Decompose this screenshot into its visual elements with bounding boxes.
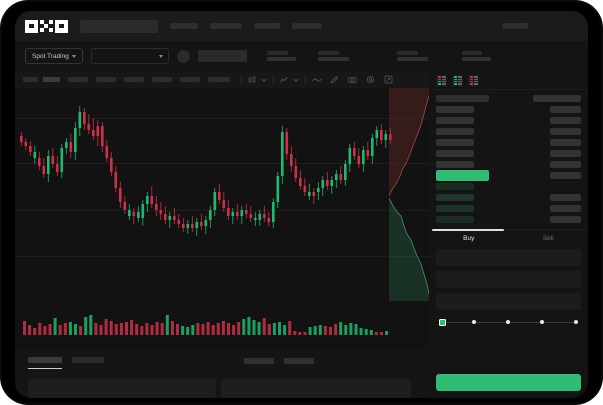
indicators-icon[interactable]: [280, 76, 288, 84]
orderbook-current-price-row: [436, 170, 581, 181]
chevron-down-icon[interactable]: [261, 77, 267, 83]
gear-icon[interactable]: [366, 75, 375, 84]
orderbook-bid-row[interactable]: [436, 214, 581, 225]
okx-logo[interactable]: [25, 19, 68, 33]
spot-trading-dropdown[interactable]: Spot Trading: [25, 48, 83, 64]
place-buy-order-button[interactable]: [436, 374, 581, 391]
orderbook-bid-row[interactable]: [436, 181, 581, 192]
timeframe-1d[interactable]: [124, 77, 144, 82]
orderbook-mode-switcher: [429, 71, 588, 89]
candlestick-icon[interactable]: [248, 76, 256, 84]
orderbook-ask-row[interactable]: [436, 115, 581, 126]
footer-card-2[interactable]: [221, 379, 411, 398]
slider-handle[interactable]: [439, 319, 446, 326]
timeframe-1mo[interactable]: [180, 77, 200, 82]
spot-trading-label: Spot Trading: [32, 52, 69, 60]
volume-chart: [15, 301, 429, 349]
chevron-down-icon: [158, 54, 163, 58]
total-field[interactable]: [436, 293, 581, 310]
orderbook-header-row: [436, 93, 581, 104]
top-navigation-bar: [15, 11, 588, 41]
nav-item-markets[interactable]: [210, 23, 242, 29]
orderbook-mode-both-icon[interactable]: [436, 75, 447, 86]
current-price-badge: [436, 170, 489, 181]
orderbook-ask-row[interactable]: [436, 159, 581, 170]
order-form-tabs: Buy Sell: [429, 229, 588, 246]
tab-sell[interactable]: Sell: [542, 235, 554, 242]
chevron-down-icon: [71, 54, 76, 58]
orderbook-bid-row[interactable]: [436, 203, 581, 214]
stat-turnover: [461, 50, 491, 62]
orderbook-ask-row[interactable]: [436, 148, 581, 159]
footer-card-1[interactable]: [28, 379, 216, 398]
orderbook-mode-asks-icon[interactable]: [468, 75, 479, 86]
gridline: [15, 163, 429, 164]
footer-tab-open-orders[interactable]: [28, 357, 62, 363]
app-screen: Spot Trading: [15, 11, 588, 398]
amount-field[interactable]: [436, 271, 581, 288]
gridline: [15, 256, 429, 257]
search-input[interactable]: [80, 19, 158, 33]
timeframe-1h[interactable]: [68, 77, 88, 82]
orderbook-ask-row[interactable]: [436, 104, 581, 115]
stat-high: [317, 50, 349, 62]
price-field[interactable]: [436, 249, 581, 266]
chart-toolbar: [15, 71, 429, 88]
footer-action-2[interactable]: [284, 358, 314, 364]
timeframe-more[interactable]: [208, 77, 230, 82]
nav-item-earn[interactable]: [254, 23, 280, 29]
price-chart[interactable]: [15, 88, 429, 301]
stat-change: [266, 50, 296, 62]
slider-step-50[interactable]: [506, 320, 510, 324]
stat-volume: [396, 50, 428, 62]
pair-avatar: [176, 49, 190, 63]
amount-percentage-slider[interactable]: [439, 318, 578, 327]
timeframe-4h[interactable]: [96, 77, 116, 82]
pair-price-value: [197, 50, 247, 62]
pencil-icon[interactable]: [330, 75, 339, 84]
nav-item-trade[interactable]: [170, 23, 198, 29]
orderbook-ask-row[interactable]: [436, 137, 581, 148]
gridline: [15, 118, 429, 119]
footer-action-1[interactable]: [244, 358, 274, 364]
order-book-depth-chart: [389, 88, 429, 301]
order-book-rows: [429, 93, 588, 225]
gridline: [15, 210, 429, 211]
nav-item-account[interactable]: [502, 23, 528, 29]
slider-step-100[interactable]: [574, 320, 578, 324]
trading-pair-select[interactable]: [90, 48, 169, 64]
footer-tab-indicator: [28, 368, 62, 369]
timeframe-15m[interactable]: [43, 77, 60, 82]
candlestick-series: [20, 106, 392, 236]
line-tool-icon[interactable]: [312, 76, 322, 84]
camera-icon[interactable]: [348, 75, 357, 84]
orderbook-mode-bids-icon[interactable]: [452, 75, 463, 86]
positions-panel: [15, 349, 429, 398]
instrument-header: Spot Trading: [15, 41, 588, 71]
timeframe-1w[interactable]: [152, 77, 172, 82]
timeframe-1m[interactable]: [23, 77, 38, 82]
tab-buy[interactable]: Buy: [463, 235, 475, 242]
chevron-down-icon[interactable]: [293, 77, 299, 83]
slider-step-75[interactable]: [540, 320, 544, 324]
nav-item-assets[interactable]: [292, 23, 322, 29]
active-tab-indicator: [432, 229, 504, 231]
footer-tab-order-history[interactable]: [72, 357, 104, 363]
order-book-panel: Buy Sell: [429, 71, 588, 398]
orderbook-bid-row[interactable]: [436, 192, 581, 203]
orderbook-ask-row[interactable]: [436, 126, 581, 137]
order-entry-form: [429, 246, 588, 310]
fullscreen-icon[interactable]: [384, 75, 393, 84]
slider-step-25[interactable]: [472, 320, 476, 324]
